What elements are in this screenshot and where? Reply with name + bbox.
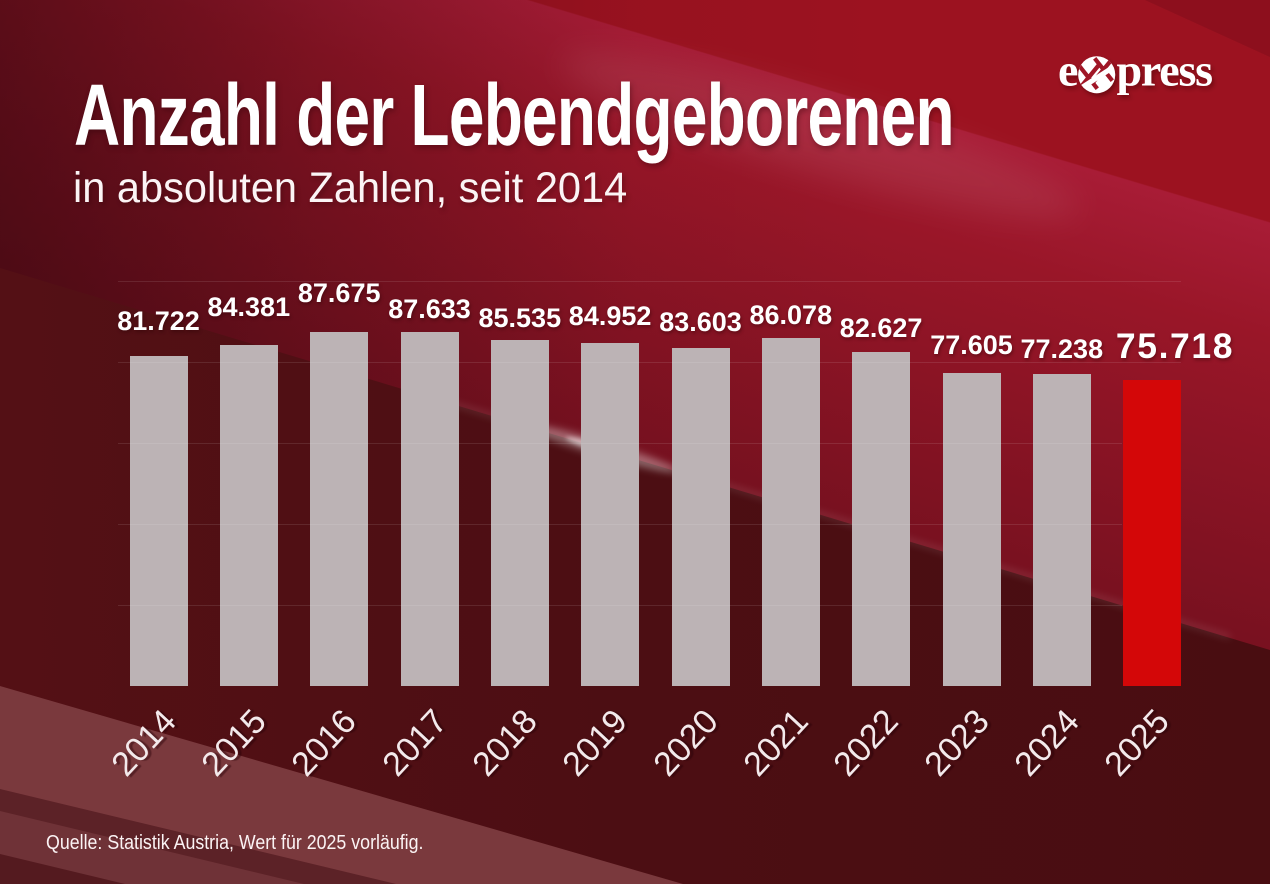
svg-text:e: e	[1058, 44, 1078, 95]
svg-text:press: press	[1117, 44, 1213, 95]
